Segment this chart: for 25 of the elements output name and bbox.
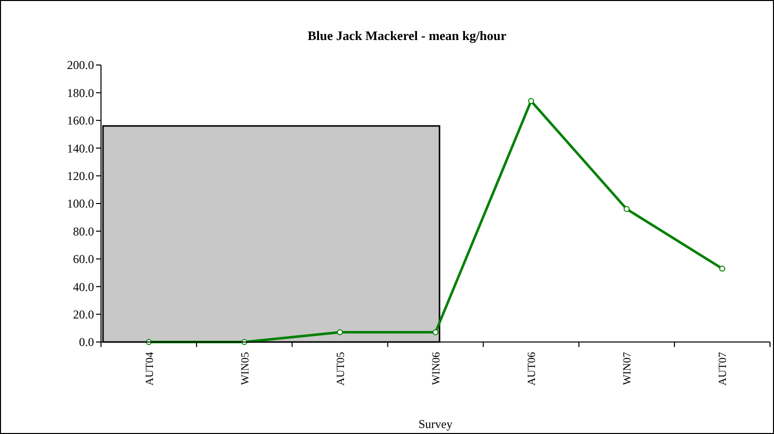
y-tick-label: 40.0	[73, 280, 94, 294]
point	[432, 329, 438, 336]
x-tick-label: AUT06	[526, 352, 538, 386]
y-tick-label: 0.0	[79, 335, 94, 350]
x-tick-label: AUT05	[334, 352, 347, 386]
x-tick-label: WIN07	[622, 352, 634, 385]
x-tick-label: WIN05	[239, 352, 252, 385]
x-axis-title: Survey	[418, 417, 452, 431]
y-tick-label: 80.0	[73, 224, 94, 238]
y-tick-label: 200.0	[67, 58, 94, 72]
y-tick-label: 140.0	[67, 141, 94, 156]
point	[719, 266, 726, 272]
x-tick-label: AUT04	[144, 352, 156, 386]
y-tick-label: 120.0	[67, 169, 94, 183]
x-tick-label: WIN06	[430, 352, 442, 385]
y-tick-label: 20.0	[73, 308, 94, 322]
y-tick-label: 160.0	[67, 114, 94, 128]
point	[528, 98, 534, 104]
x-tick-label: AUT07	[717, 352, 730, 386]
y-tick-label: 180.0	[67, 86, 94, 100]
point	[624, 206, 630, 212]
y-tick-label: 100.0	[67, 196, 94, 211]
chart-title: Blue Jack Mackerel - mean kg/hour	[308, 28, 507, 43]
point	[336, 329, 343, 336]
y-tick-label: 60.0	[73, 252, 94, 266]
